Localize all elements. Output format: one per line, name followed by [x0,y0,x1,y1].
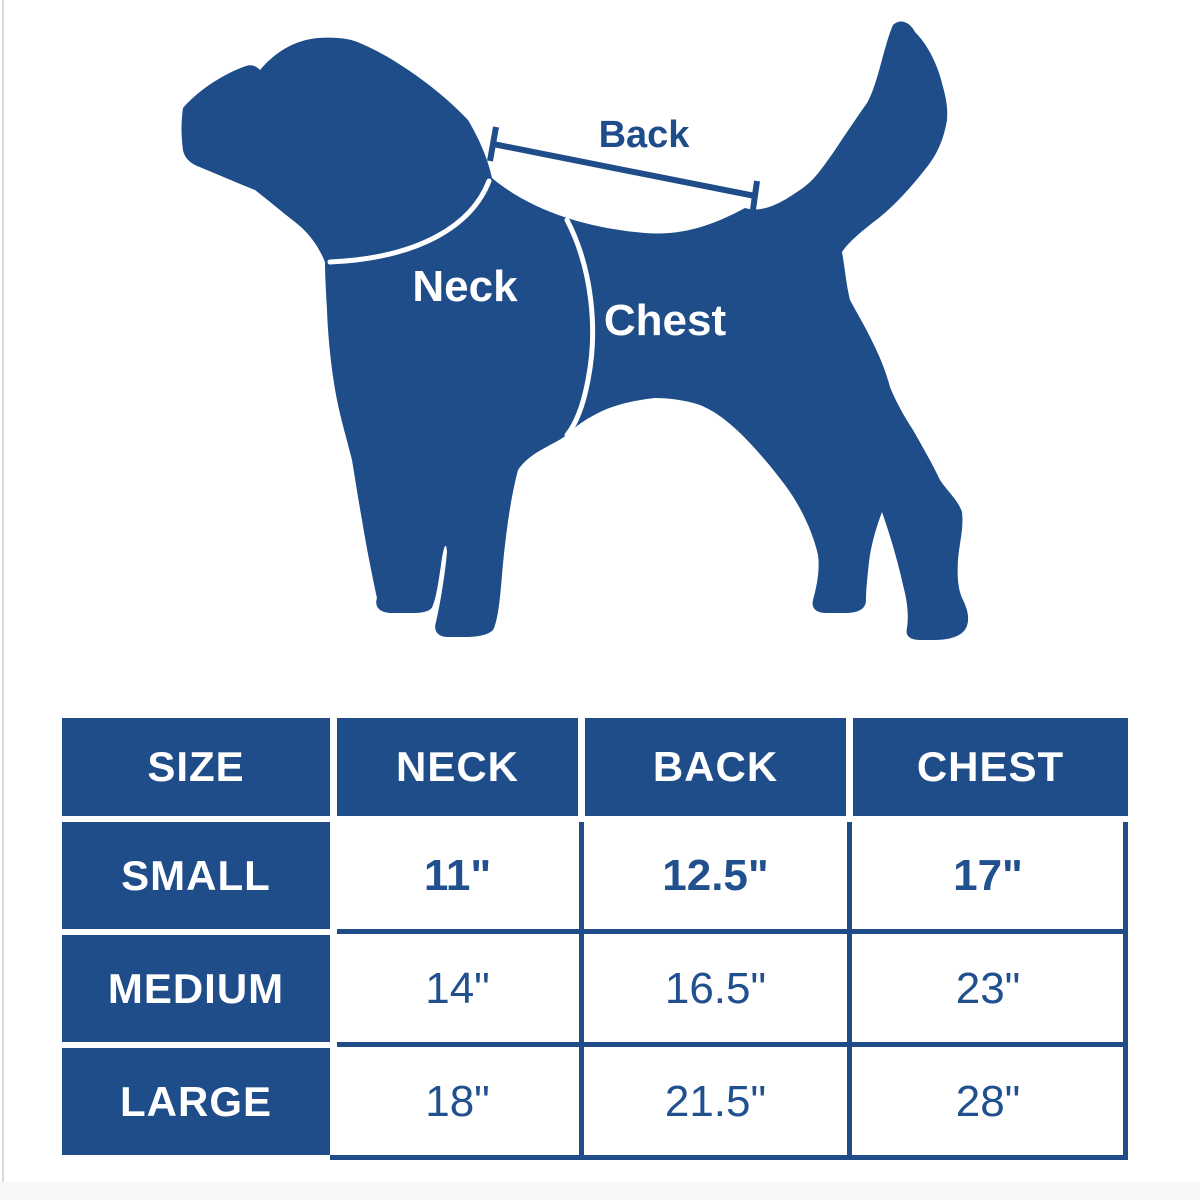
cell-medium-back: 16.5" [585,935,846,1042]
cell-large-neck: 18" [337,1048,578,1155]
cell-small-chest: 17" [853,822,1123,929]
cell-large-back: 21.5" [585,1048,846,1155]
row-medium-label: MEDIUM [62,935,330,1042]
neck-divider-line [327,178,492,265]
row-small-label: SMALL [62,822,330,929]
table-row-divider-1 [337,929,1128,934]
header-cell-back: BACK [585,718,846,816]
header-cell-size: SIZE [62,718,330,816]
table-vertical-divider-1 [579,822,584,1160]
header-cell-neck: NECK [337,718,578,816]
row-large-label: LARGE [62,1048,330,1155]
cell-small-back: 12.5" [585,822,846,929]
back-label: Back [599,114,691,156]
cell-medium-chest: 23" [853,935,1123,1042]
table-vertical-divider-2 [847,822,852,1160]
cell-large-chest: 28" [853,1048,1123,1155]
cell-small-neck: 11" [337,822,578,929]
page-bottom-band [0,1182,1200,1200]
page-left-border [2,0,4,1182]
chest-label: Chest [604,296,727,345]
table-right-border [1123,822,1128,1160]
dog-silhouette [181,21,969,641]
neck-label: Neck [412,262,518,311]
header-cell-chest: CHEST [853,718,1128,816]
dog-measurement-diagram: Back Neck Chest [181,21,969,641]
size-chart-table: SIZE NECK BACK CHEST SMALL 11" 12.5" 17"… [62,718,1128,1160]
chest-divider-line [564,217,596,438]
table-row-divider-2 [337,1042,1128,1047]
back-measurement-line [487,126,760,218]
cell-medium-neck: 14" [337,935,578,1042]
table-bottom-border [330,1155,1128,1160]
